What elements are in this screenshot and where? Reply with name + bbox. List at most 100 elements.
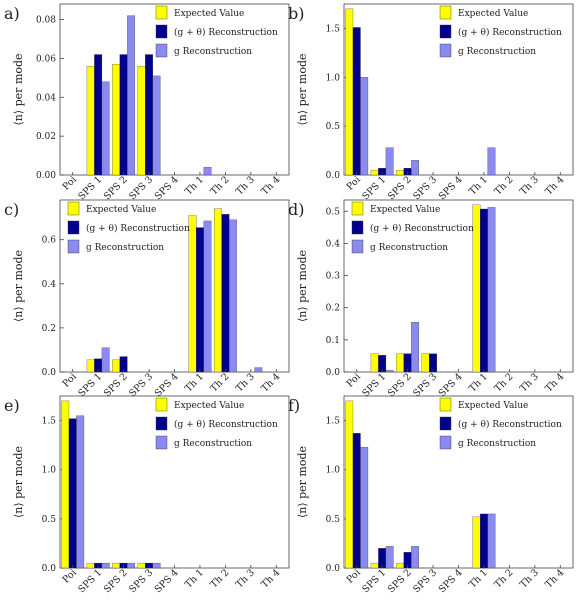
legend: Expected Value (g + θ) Reconstruction g Re… xyxy=(439,5,562,58)
bar xyxy=(86,66,95,176)
legend-swatch xyxy=(155,5,168,20)
bar xyxy=(345,8,354,176)
bar xyxy=(385,546,394,569)
x-tick-label: SPS 2 xyxy=(386,567,414,595)
legend-label: Expected Value xyxy=(86,205,156,215)
legend-label: (g + θ) Reconstruction xyxy=(174,27,278,38)
legend: Expected Value (g + θ) Reconstruction g Re… xyxy=(155,5,278,58)
y-tick-label: 0.00 xyxy=(36,171,56,181)
legend-swatch xyxy=(155,397,168,412)
x-tick-label: SPS 3 xyxy=(411,174,439,202)
bar xyxy=(254,367,263,373)
legend-swatch xyxy=(67,201,80,216)
x-tick-label: SPS 4 xyxy=(437,174,465,202)
x-tick-label: Th 2 xyxy=(209,567,232,590)
legend-label: (g + θ) Reconstruction xyxy=(86,223,190,234)
y-tick-label: 0.5 xyxy=(326,122,341,132)
x-tick-label: Th 1 xyxy=(183,174,206,197)
bar xyxy=(86,562,95,569)
legend-swatch xyxy=(439,43,452,58)
x-tick-label: SPS 4 xyxy=(153,174,181,202)
bar xyxy=(127,15,136,176)
bar xyxy=(352,27,361,176)
x-tick-label: Poi xyxy=(345,567,363,585)
legend-swatch xyxy=(351,201,364,216)
y-tick-label: 0.1 xyxy=(326,336,340,346)
bar xyxy=(487,513,496,569)
bar xyxy=(119,54,128,176)
x-tick-label: SPS 3 xyxy=(127,174,155,202)
y-tick-label: 0.2 xyxy=(326,304,340,314)
x-tick-label: Th 1 xyxy=(467,371,490,394)
legend-label: Expected Value xyxy=(174,401,244,411)
bar xyxy=(385,370,394,373)
x-tick-label: SPS 2 xyxy=(386,174,414,202)
bar xyxy=(196,227,204,373)
y-tick-label: 0.06 xyxy=(36,54,56,64)
bar xyxy=(152,562,161,569)
y-tick-label: 1.5 xyxy=(326,24,341,34)
bar xyxy=(101,562,110,569)
bar xyxy=(421,353,430,373)
legend-swatch xyxy=(439,416,452,431)
x-tick-label: Poi xyxy=(61,174,79,192)
bar xyxy=(101,81,110,176)
y-tick-label: 0.5 xyxy=(326,515,341,525)
y-tick-label: 0.5 xyxy=(326,207,341,217)
x-tick-label: SPS 1 xyxy=(76,371,104,399)
bar xyxy=(480,208,488,373)
x-tick-label: Th 2 xyxy=(209,371,232,394)
x-tick-label: Th 3 xyxy=(518,174,541,197)
bar xyxy=(370,353,379,373)
panel-label: d) xyxy=(288,200,304,219)
x-tick-label: Th 2 xyxy=(493,174,516,197)
y-tick-label: 0.4 xyxy=(42,280,57,290)
x-tick-label: SPS 4 xyxy=(153,371,181,399)
bar xyxy=(396,169,405,176)
x-tick-label: Th 2 xyxy=(209,174,232,197)
x-tick-label: Th 4 xyxy=(259,174,282,197)
x-tick-label: Th 4 xyxy=(543,567,566,590)
legend-swatch xyxy=(439,435,452,450)
bar xyxy=(472,516,481,569)
y-tick-label: 0.3 xyxy=(326,272,341,282)
legend-swatch xyxy=(67,239,80,254)
bar xyxy=(188,215,197,373)
bar xyxy=(127,562,136,569)
bar xyxy=(385,147,394,176)
bar xyxy=(112,64,121,176)
legend-label: g Reconstruction xyxy=(174,47,252,57)
x-tick-label: Poi xyxy=(61,371,79,389)
legend-label: (g + θ) Reconstruction xyxy=(458,419,562,430)
x-tick-label: Th 3 xyxy=(518,371,541,394)
panel-label: b) xyxy=(288,4,304,23)
legend: Expected Value (g + θ) Reconstruction g Re… xyxy=(351,201,474,254)
y-tick-label: 0.02 xyxy=(36,132,56,142)
legend-label: (g + θ) Reconstruction xyxy=(370,223,474,234)
bar xyxy=(228,219,237,373)
legend-swatch xyxy=(67,220,80,235)
x-tick-label: SPS 3 xyxy=(127,567,155,595)
y-axis-label: ⟨n⟩ per mode xyxy=(12,446,25,518)
y-tick-label: 1.0 xyxy=(326,466,341,476)
legend-label: g Reconstruction xyxy=(458,439,536,449)
x-tick-label: Th 1 xyxy=(467,174,490,197)
bar xyxy=(112,562,121,569)
x-tick-label: SPS 1 xyxy=(360,371,388,399)
bar xyxy=(86,359,95,373)
y-axis-label: ⟨n⟩ per mode xyxy=(296,250,309,322)
y-tick-label: 0.2 xyxy=(42,324,56,334)
legend-label: (g + θ) Reconstruction xyxy=(458,27,562,38)
y-axis-label: ⟨n⟩ per mode xyxy=(12,250,25,322)
x-tick-label: Poi xyxy=(61,567,79,585)
legend-swatch xyxy=(439,24,452,39)
bar xyxy=(487,207,496,373)
y-tick-label: 1.0 xyxy=(326,73,341,83)
bar xyxy=(370,562,379,569)
legend-label: Expected Value xyxy=(458,9,528,19)
x-tick-label: SPS 4 xyxy=(153,567,181,595)
panel-label: f) xyxy=(288,396,300,415)
x-tick-label: Th 4 xyxy=(259,567,282,590)
